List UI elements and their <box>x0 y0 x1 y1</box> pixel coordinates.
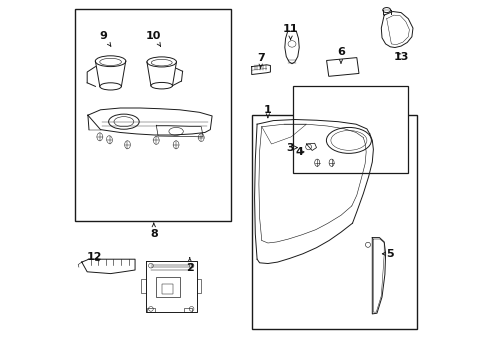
Text: 6: 6 <box>336 47 344 63</box>
Text: 2: 2 <box>185 258 193 273</box>
Text: 9: 9 <box>99 31 111 46</box>
Text: 8: 8 <box>150 223 157 239</box>
Text: 4: 4 <box>295 147 304 157</box>
Text: 3: 3 <box>285 143 297 153</box>
Bar <box>292 86 407 173</box>
Text: 1: 1 <box>264 105 271 118</box>
Bar <box>75 9 231 221</box>
Text: 13: 13 <box>393 52 408 62</box>
Text: 12: 12 <box>86 252 102 262</box>
Bar <box>156 277 179 297</box>
Text: 5: 5 <box>382 249 393 259</box>
Text: 11: 11 <box>282 24 298 40</box>
Bar <box>251 115 416 329</box>
Text: 10: 10 <box>146 31 161 46</box>
Text: 7: 7 <box>256 53 264 68</box>
Bar <box>162 284 173 294</box>
